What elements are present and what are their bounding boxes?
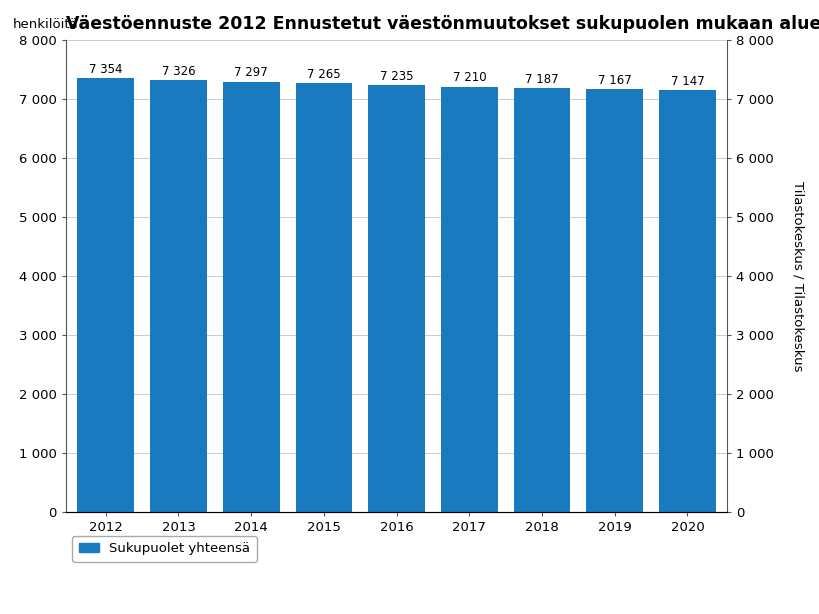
Bar: [369, 85, 425, 512]
Bar: [78, 78, 134, 512]
Y-axis label: Tilastokeskus / Tilastokeskus: Tilastokeskus / Tilastokeskus: [791, 181, 804, 371]
Bar: [150, 80, 207, 512]
Text: Väestöennuste 2012 Ennustetut väestönmuutokset sukupuolen mukaan alueittain 20: Väestöennuste 2012 Ennustetut väestönmuu…: [66, 15, 819, 33]
Bar: [659, 90, 716, 512]
Bar: [586, 89, 643, 512]
Text: 7 354: 7 354: [89, 63, 123, 76]
Text: 7 210: 7 210: [453, 71, 486, 84]
Bar: [514, 88, 570, 512]
Text: 7 297: 7 297: [234, 66, 268, 79]
Bar: [223, 82, 279, 512]
Bar: [296, 84, 352, 512]
Bar: [441, 87, 498, 512]
Text: 7 187: 7 187: [525, 72, 559, 86]
Text: 7 147: 7 147: [671, 75, 704, 88]
Text: 7 265: 7 265: [307, 68, 341, 81]
Text: 7 167: 7 167: [598, 74, 631, 87]
Text: 7 235: 7 235: [380, 70, 414, 83]
Legend: Sukupuolet yhteensä: Sukupuolet yhteensä: [72, 536, 257, 562]
Text: 7 326: 7 326: [161, 64, 195, 77]
Text: henkilöitä: henkilöitä: [13, 18, 79, 31]
